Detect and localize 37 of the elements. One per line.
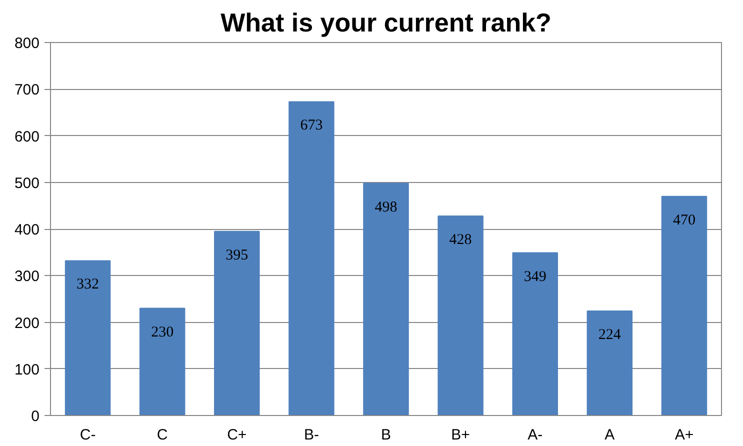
x-tick-label: A- — [528, 426, 543, 444]
bar — [661, 196, 708, 416]
y-tick-label: 300 — [14, 268, 40, 286]
data-label: 230 — [151, 324, 174, 340]
data-label: 673 — [300, 118, 323, 134]
data-label: 349 — [524, 268, 546, 285]
x-tick-label: B- — [304, 426, 319, 444]
data-label: 395 — [226, 247, 248, 264]
y-tick-label: 100 — [14, 361, 40, 378]
data-label: 224 — [598, 327, 622, 344]
data-label: 498 — [374, 199, 398, 216]
y-tick-label: 800 — [14, 35, 40, 52]
y-tick-label: 400 — [14, 222, 40, 238]
y-tick-label: 700 — [14, 82, 40, 99]
bar — [363, 182, 409, 416]
y-tick-label: 500 — [14, 174, 40, 192]
bar — [139, 308, 186, 416]
bar — [512, 252, 558, 416]
data-label: 428 — [449, 232, 472, 248]
bar — [64, 260, 111, 416]
bar — [288, 101, 334, 416]
y-tick-label: 0 — [31, 408, 40, 425]
data-label: 332 — [76, 276, 100, 293]
x-tick-label: C- — [80, 426, 96, 444]
x-tick-label: C — [156, 426, 168, 444]
bar — [214, 230, 260, 416]
chart-title: What is your current rank? — [220, 8, 552, 38]
y-tick-label: 600 — [14, 128, 40, 146]
x-tick-label: C+ — [227, 426, 247, 444]
x-tick-label: B — [381, 426, 392, 444]
bar — [586, 310, 633, 416]
bar — [438, 215, 484, 416]
y-tick-label: 200 — [14, 314, 40, 332]
x-tick-label: A+ — [674, 426, 694, 444]
data-label: 470 — [672, 212, 696, 228]
x-tick-label: A — [604, 426, 615, 444]
x-tick-label: B+ — [451, 426, 470, 444]
